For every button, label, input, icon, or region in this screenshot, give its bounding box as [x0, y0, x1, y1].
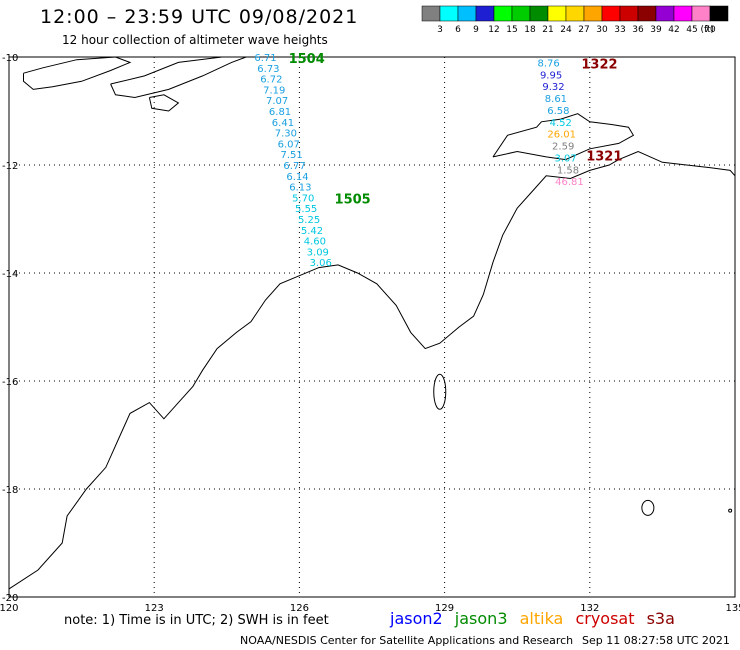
coastline: [110, 56, 247, 99]
swh-label: 2.59: [552, 142, 574, 153]
color-scale-label: 39: [650, 25, 662, 35]
swh-label: 7.51: [281, 150, 303, 161]
color-scale-label: 33: [614, 25, 625, 35]
color-scale-bar: 3 6 9 12 15 18 21 24 27 30 33 36 39 42 45 70(ft): [421, 5, 729, 35]
coastline: [148, 94, 180, 112]
color-scale-label: 30: [596, 25, 608, 35]
credit-line: NOAA/NESDIS Center for Satellite Applica…: [240, 634, 574, 647]
lat-tick-label: -20: [2, 593, 18, 604]
swh-label: 5.70: [292, 193, 314, 204]
swh-label: 3.07: [554, 153, 576, 164]
swh-label: 6.71: [254, 53, 276, 64]
color-scale-label: 36: [632, 25, 644, 35]
color-scale-label: 45: [686, 25, 697, 35]
swh-label: 6.58: [547, 106, 569, 117]
pass-number: 1321: [586, 149, 622, 164]
lon-tick-label: 123: [145, 603, 164, 614]
swh-label: 8.61: [545, 94, 567, 105]
swh-label: 6.07: [278, 139, 300, 150]
chart-title: 12:00 – 23:59 UTC 09/08/2021: [40, 6, 359, 28]
lon-tick-label: 135: [725, 603, 740, 614]
island-outline: [728, 508, 733, 513]
color-scale-label: 27: [578, 25, 589, 35]
color-scale-label: 3: [437, 25, 443, 35]
legend-jason3: jason3: [454, 609, 508, 628]
swh-label: 26.01: [547, 130, 576, 141]
swh-label: 4.60: [304, 237, 326, 248]
swh-label: 6.41: [272, 118, 294, 129]
swh-label: 6.81: [269, 107, 291, 118]
lat-tick-label: -12: [2, 161, 18, 172]
swh-label: 6.77: [283, 161, 305, 172]
lat-tick-label: -10: [2, 53, 18, 64]
swh-label: 46.81: [555, 177, 584, 188]
coastline: [23, 56, 132, 90]
lat-tick-label: -16: [2, 377, 18, 388]
map-frame: [8, 56, 736, 598]
swh-label: 4.52: [550, 118, 572, 129]
swh-label: 6.13: [289, 183, 311, 194]
coastline: [492, 113, 635, 161]
color-scale-label: 42: [668, 25, 679, 35]
swh-label: 1.58: [557, 165, 579, 176]
color-scale-label: 24: [560, 25, 572, 35]
legend-altika: altika: [519, 609, 564, 628]
swh-label: 3.09: [307, 247, 329, 258]
swh-label: 9.95: [540, 70, 562, 81]
pass-number: 1322: [581, 57, 617, 72]
swh-label: 5.55: [295, 204, 317, 215]
lat-tick-label: -14: [2, 269, 18, 280]
island-outline: [641, 499, 655, 516]
footnote: note: 1) Time is in UTC; 2) SWH is in fe…: [64, 613, 329, 628]
generated-timestamp: Sep 11 08:27:58 UTC 2021: [582, 634, 730, 647]
swh-label: 7.19: [263, 85, 285, 96]
legend-cryosat: cryosat: [575, 609, 635, 628]
lat-tick-label: -18: [2, 485, 18, 496]
color-scale-label: 21: [542, 25, 553, 35]
swh-label: 7.07: [266, 96, 288, 107]
swh-label: 6.14: [286, 172, 308, 183]
swh-label: 7.30: [275, 129, 297, 140]
pass-number: 1505: [335, 192, 371, 207]
lon-tick-label: 129: [435, 603, 454, 614]
swh-label: 3.06: [310, 258, 332, 269]
color-scale-label: 12: [488, 25, 499, 35]
legend-jason2: jason2: [390, 609, 443, 628]
color-scale-label: 6: [455, 25, 461, 35]
legend-s3a: s3a: [646, 609, 675, 628]
swh-label: 5.25: [298, 215, 320, 226]
lon-tick-label: 132: [580, 603, 599, 614]
lon-tick-label: 126: [290, 603, 309, 614]
swh-label: 5.42: [301, 226, 323, 237]
color-scale-label: 70: [704, 25, 716, 35]
lon-tick-label: 120: [0, 603, 19, 614]
color-scale-unit: (ft): [700, 25, 714, 35]
swh-label: 6.72: [260, 75, 282, 86]
satellite-legend: jason2 jason3 altika cryosat s3a: [390, 609, 682, 628]
pass-number: 1504: [289, 52, 325, 67]
coastline: [8, 150, 736, 590]
color-scale-label: 9: [473, 25, 479, 35]
swh-label: 9.32: [542, 82, 564, 93]
island-outline: [433, 373, 447, 410]
swh-label: 8.76: [538, 58, 560, 69]
color-scale-label: 18: [524, 25, 536, 35]
chart-subtitle: 12 hour collection of altimeter wave hei…: [62, 33, 328, 47]
color-swatch: [709, 5, 729, 22]
swh-label: 6.73: [257, 64, 279, 75]
color-scale-label: 15: [506, 25, 517, 35]
